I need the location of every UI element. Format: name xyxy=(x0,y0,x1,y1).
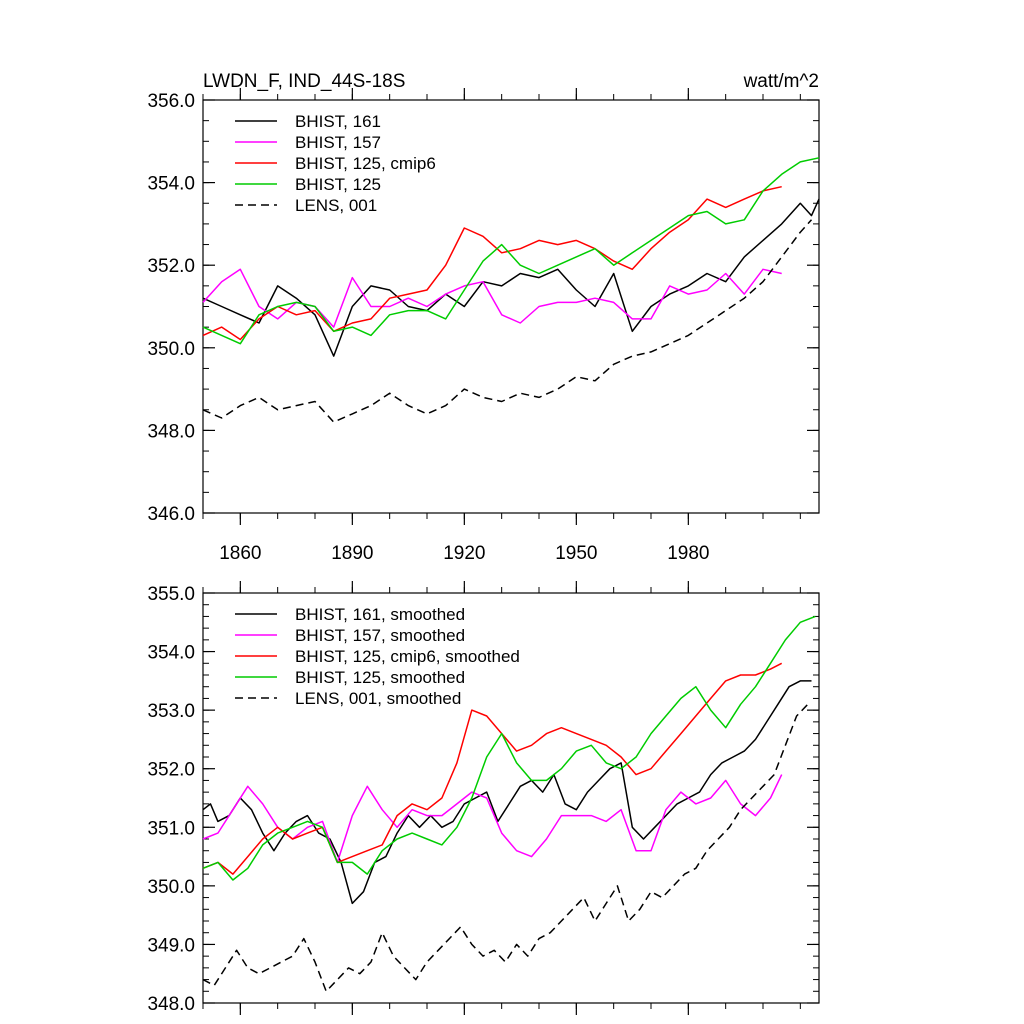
y-tick-label: 350.0 xyxy=(147,339,195,360)
series-line-1 xyxy=(202,268,782,328)
y-tick-label: 349.0 xyxy=(147,935,195,956)
legend-label: BHIST, 157, smoothed xyxy=(295,626,465,645)
x-tick-label: 1950 xyxy=(555,543,597,564)
legend-label: BHIST, 125 xyxy=(295,175,381,194)
y-tick-label: 348.0 xyxy=(147,994,195,1015)
series-line-1 xyxy=(202,774,783,864)
series-line-2 xyxy=(202,662,783,875)
y-tick-label: 350.0 xyxy=(147,877,195,898)
y-tick-label: 351.0 xyxy=(147,818,195,839)
series-line-4 xyxy=(202,703,809,993)
series-line-0 xyxy=(202,680,812,905)
legend-label: LENS, 001, smoothed xyxy=(295,689,461,708)
y-tick-label: 355.0 xyxy=(147,584,195,605)
y-tick-label: 352.0 xyxy=(147,760,195,781)
series-line-4 xyxy=(202,219,813,423)
legend-label: BHIST, 125, cmip6, smoothed xyxy=(295,647,520,666)
legend-label: BHIST, 157 xyxy=(295,133,381,152)
x-tick-label: 1890 xyxy=(331,543,373,564)
y-tick-label: 354.0 xyxy=(147,174,195,195)
x-tick-label: 1860 xyxy=(219,543,261,564)
y-tick-label: 346.0 xyxy=(147,504,195,525)
chart-bottom-panel: 348.0 349.0 350.0 351.0 352.0 353.0 354.0 355.0… xyxy=(147,581,820,1015)
chart-units: watt/m^2 xyxy=(743,71,819,92)
y-tick-label: 352.0 xyxy=(147,256,195,277)
plot-frame xyxy=(202,592,820,1004)
legend-label: BHIST, 125, cmip6 xyxy=(295,154,436,173)
series-line-2 xyxy=(202,185,782,341)
legend-label: LENS, 001 xyxy=(295,196,377,215)
y-tick-label: 348.0 xyxy=(147,421,195,442)
y-tick-label: 354.0 xyxy=(147,643,195,664)
y-tick-label: 356.0 xyxy=(147,91,195,112)
chart-top-panel: LWDN_F, IND_44S-18S watt/m^2 346.0 348.0 3… xyxy=(147,71,820,564)
series-line-3 xyxy=(202,615,816,881)
series-line-0 xyxy=(202,198,820,357)
x-tick-label: 1920 xyxy=(443,543,485,564)
legend-label: BHIST, 125, smoothed xyxy=(295,668,465,687)
x-tick-label: 1980 xyxy=(667,543,709,564)
legend-label: BHIST, 161, smoothed xyxy=(295,605,465,624)
y-tick-label: 353.0 xyxy=(147,701,195,722)
chart-title: LWDN_F, IND_44S-18S xyxy=(203,71,405,92)
series-line-3 xyxy=(202,157,820,345)
legend-label: BHIST, 161 xyxy=(295,112,381,131)
